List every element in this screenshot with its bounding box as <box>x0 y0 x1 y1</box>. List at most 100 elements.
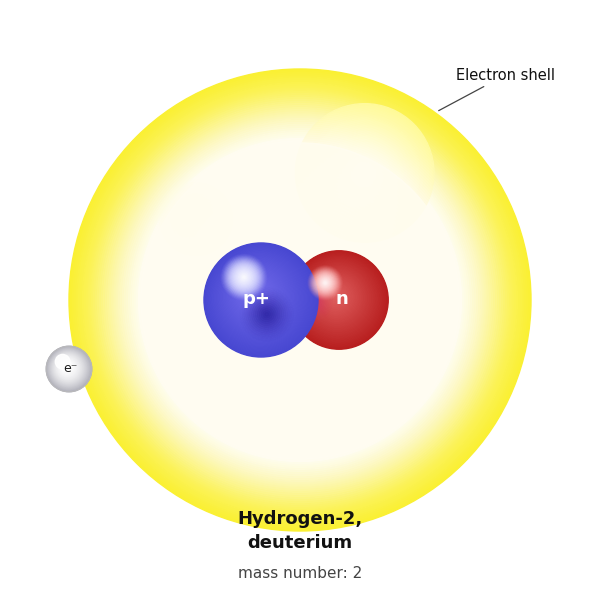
Circle shape <box>165 165 435 435</box>
Circle shape <box>295 104 434 242</box>
Circle shape <box>206 245 316 355</box>
Circle shape <box>92 92 508 508</box>
Circle shape <box>53 353 83 383</box>
Circle shape <box>194 194 406 406</box>
Circle shape <box>283 283 317 317</box>
Circle shape <box>229 268 284 323</box>
Circle shape <box>210 249 310 349</box>
Circle shape <box>292 292 308 308</box>
Circle shape <box>287 287 313 313</box>
Circle shape <box>142 142 458 458</box>
Circle shape <box>56 356 79 379</box>
Circle shape <box>244 244 356 356</box>
Circle shape <box>244 283 265 304</box>
Circle shape <box>207 246 314 353</box>
Circle shape <box>263 263 337 337</box>
Circle shape <box>229 262 259 292</box>
Circle shape <box>296 296 304 304</box>
Circle shape <box>309 270 365 326</box>
Circle shape <box>154 154 446 446</box>
Circle shape <box>236 275 275 314</box>
Circle shape <box>139 138 462 462</box>
Circle shape <box>257 257 343 343</box>
Circle shape <box>47 347 91 391</box>
Circle shape <box>133 133 467 467</box>
Circle shape <box>246 285 262 301</box>
Circle shape <box>60 360 74 374</box>
Circle shape <box>325 286 345 306</box>
Circle shape <box>322 283 349 310</box>
Circle shape <box>85 85 515 515</box>
Circle shape <box>319 276 332 289</box>
Circle shape <box>206 206 394 394</box>
Circle shape <box>208 247 313 352</box>
Circle shape <box>109 109 491 491</box>
Circle shape <box>169 191 224 247</box>
Circle shape <box>90 90 510 510</box>
Circle shape <box>102 102 498 498</box>
Circle shape <box>191 215 200 224</box>
Circle shape <box>155 155 445 445</box>
Circle shape <box>304 265 371 332</box>
Circle shape <box>159 182 233 256</box>
Circle shape <box>320 278 330 287</box>
Circle shape <box>219 219 381 381</box>
Circle shape <box>50 350 86 386</box>
Circle shape <box>146 146 454 454</box>
Circle shape <box>322 279 329 287</box>
Circle shape <box>220 259 296 335</box>
Circle shape <box>161 161 439 439</box>
Circle shape <box>353 162 376 184</box>
Circle shape <box>326 287 344 305</box>
Circle shape <box>323 281 327 284</box>
Circle shape <box>269 269 331 331</box>
Circle shape <box>224 258 263 296</box>
Circle shape <box>305 266 370 331</box>
Circle shape <box>296 257 381 342</box>
Circle shape <box>220 259 296 335</box>
Circle shape <box>356 164 373 181</box>
Circle shape <box>228 267 285 324</box>
Circle shape <box>188 188 412 412</box>
Circle shape <box>57 357 78 378</box>
Circle shape <box>240 279 269 308</box>
Circle shape <box>175 175 425 425</box>
Circle shape <box>320 128 409 217</box>
Circle shape <box>323 284 347 308</box>
Circle shape <box>185 185 415 415</box>
Circle shape <box>166 189 226 249</box>
Circle shape <box>205 244 317 356</box>
Circle shape <box>224 263 290 329</box>
Circle shape <box>294 294 306 306</box>
Circle shape <box>254 254 346 346</box>
Circle shape <box>226 265 289 328</box>
Circle shape <box>290 251 388 349</box>
Circle shape <box>241 280 269 308</box>
Circle shape <box>233 233 367 367</box>
Circle shape <box>214 253 304 343</box>
Circle shape <box>163 163 437 437</box>
Circle shape <box>223 257 265 298</box>
Circle shape <box>250 289 257 296</box>
Circle shape <box>241 280 268 307</box>
Circle shape <box>310 271 364 325</box>
Circle shape <box>223 262 293 332</box>
Circle shape <box>212 251 307 346</box>
Circle shape <box>227 227 373 373</box>
Circle shape <box>315 276 358 319</box>
Circle shape <box>205 244 316 355</box>
Circle shape <box>62 362 71 371</box>
Circle shape <box>225 264 289 328</box>
Circle shape <box>293 254 383 344</box>
Circle shape <box>164 187 229 251</box>
Circle shape <box>133 133 467 467</box>
Circle shape <box>54 354 82 382</box>
Circle shape <box>308 266 343 300</box>
Circle shape <box>322 283 348 309</box>
Circle shape <box>112 112 488 488</box>
Circle shape <box>214 253 305 344</box>
Circle shape <box>208 208 392 392</box>
Circle shape <box>298 259 379 340</box>
Circle shape <box>233 272 278 317</box>
Circle shape <box>308 269 367 328</box>
